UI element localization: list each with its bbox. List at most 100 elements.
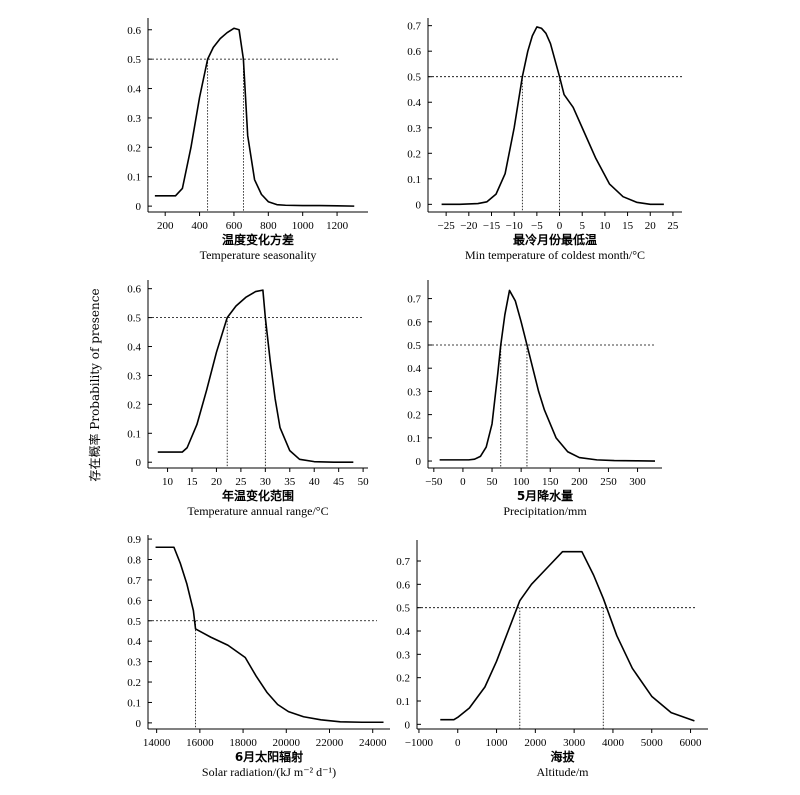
x-tick-label: 22000: [316, 737, 344, 749]
response-curve: [155, 546, 384, 724]
y-tick-label: 0.5: [407, 340, 421, 352]
xlabel-cn-temperature-seasonality: 温度变化方差: [222, 232, 294, 247]
chart-temperature-seasonality: 0 0.1 0.2 0.3 0.4 0.5 0.6 200 400 600 800 1000 1200: [127, 18, 368, 232]
y-tick-label: 0.6: [396, 579, 410, 591]
x-tick-label: −25: [438, 220, 456, 232]
x-tick-label: −20: [460, 220, 478, 232]
x-tick-label: 0: [455, 737, 461, 749]
y-tick-label: 0: [136, 457, 142, 469]
x-tick-label: 10: [599, 220, 611, 232]
x-tick-label: 20000: [273, 737, 301, 749]
y-tick-label: 0.2: [396, 673, 410, 685]
panel-altitude: 0 0.1 0.2 0.3 0.4 0.5 0.6 0.7 −1000 0 1000 2000 3000…: [396, 540, 708, 779]
y-tick-label: 0.7: [407, 294, 421, 306]
xlabel-en-altitude: Altitude/m: [537, 765, 590, 779]
y-tick-label: 0.3: [407, 386, 421, 398]
y-tick-label: 0.9: [127, 534, 141, 546]
x-tick-label: 600: [226, 220, 243, 232]
x-tick-label: 5: [579, 220, 585, 232]
y-tick-label: 0.2: [407, 410, 421, 422]
y-tick-label: 0.1: [407, 174, 421, 186]
xlabel-en-temperature-seasonality: Temperature seasonality: [200, 248, 317, 262]
x-tick-label: 15: [622, 220, 634, 232]
y-tick-label: 0.4: [396, 626, 410, 638]
x-tick-label: 24000: [359, 737, 387, 749]
chart-solar-radiation: 0 0.1 0.2 0.3 0.4 0.5 0.6 0.7 0.8 0.9 14000 16000 18…: [127, 534, 390, 749]
panel-min-temperature: 0 0.1 0.2 0.3 0.4 0.5 0.6 0.7 −25 −20 −15 −10 −5 0 5 10…: [407, 18, 682, 262]
x-tick-label: 1200: [326, 220, 349, 232]
x-tick-label: 30: [260, 476, 272, 488]
y-tick-label: 0.3: [127, 657, 141, 669]
chart-precipitation: 00.10.20.30.40.50.60.7−50 0 50 100 150 200 250…: [407, 280, 662, 488]
x-tick-label: −10: [506, 220, 524, 232]
x-tick-label: 800: [260, 220, 277, 232]
xlabel-en-min-temperature: Min temperature of coldest month/°C: [465, 248, 645, 262]
x-tick-label: 2000: [524, 737, 547, 749]
y-tick-label: 0.5: [127, 313, 141, 325]
x-tick-label: 100: [513, 476, 530, 488]
x-tick-label: 150: [542, 476, 559, 488]
response-curve: [157, 289, 354, 464]
y-tick-label: 0.2: [407, 148, 421, 160]
y-tick-label: 0.6: [127, 25, 141, 37]
x-tick-label: 6000: [680, 737, 703, 749]
y-tick-label: 0.3: [127, 113, 141, 125]
x-tick-label: 0: [460, 476, 466, 488]
y-tick-label: 0.3: [396, 649, 410, 661]
y-tick-label: 0.4: [127, 636, 141, 648]
y-tick-label: 0.3: [127, 370, 141, 382]
shared-ylabel: 存在概率 Probability of presence: [87, 288, 102, 481]
y-tick-label: 0.7: [407, 21, 421, 33]
response-curve: [439, 289, 656, 462]
y-tick-label: 0.5: [396, 603, 410, 615]
x-tick-label: 4000: [602, 737, 625, 749]
chart-altitude: 0 0.1 0.2 0.3 0.4 0.5 0.6 0.7 −1000 0 1000 2000 3000…: [396, 540, 708, 749]
x-tick-label: 15: [187, 476, 199, 488]
y-tick-label: 0: [136, 201, 142, 213]
xlabel-en-precipitation: Precipitation/mm: [503, 504, 587, 518]
y-tick-label: 0.1: [396, 696, 410, 708]
x-tick-label: 14000: [143, 737, 171, 749]
x-tick-label: 18000: [229, 737, 257, 749]
x-tick-label: 1000: [486, 737, 509, 749]
x-tick-label: 10: [162, 476, 174, 488]
y-tick-label: 0.6: [127, 595, 141, 607]
x-tick-label: 200: [157, 220, 174, 232]
y-tick-label: 0.6: [407, 317, 421, 329]
x-tick-label: 400: [191, 220, 208, 232]
y-tick-label: 0.6: [407, 46, 421, 58]
y-tick-label: 0: [405, 719, 411, 731]
xlabel-cn-solar-radiation: 6月太阳辐射: [235, 749, 303, 764]
y-tick-label: 0.1: [407, 433, 421, 445]
x-tick-label: −1000: [405, 737, 434, 749]
y-tick-label: 0.1: [127, 697, 141, 709]
y-tick-label: 0.5: [127, 616, 141, 628]
x-tick-label: 50: [358, 476, 370, 488]
x-tick-label: −15: [483, 220, 501, 232]
y-tick-label: 0: [136, 718, 142, 730]
x-tick-label: 20: [211, 476, 223, 488]
x-tick-label: 25: [235, 476, 247, 488]
y-tick-label: 0.5: [127, 54, 141, 66]
x-tick-label: 35: [284, 476, 296, 488]
y-tick-label: 0.3: [407, 123, 421, 135]
x-tick-label: 50: [487, 476, 499, 488]
y-tick-label: 0.8: [127, 555, 141, 567]
x-tick-label: −50: [425, 476, 443, 488]
y-tick-label: 0.7: [127, 575, 141, 587]
x-tick-label: 300: [629, 476, 646, 488]
panel-precipitation: 00.10.20.30.40.50.60.7−50 0 50 100 150 200 250…: [407, 280, 662, 518]
y-tick-label: 0.5: [407, 72, 421, 84]
y-tick-label: 0.4: [407, 97, 421, 109]
x-tick-label: 40: [309, 476, 321, 488]
chart-temperature-annual-range: 0 0.1 0.2 0.3 0.4 0.5 0.6 10 15 20 25 30 35 40 45 50: [127, 280, 369, 488]
panel-solar-radiation: 0 0.1 0.2 0.3 0.4 0.5 0.6 0.7 0.8 0.9 14000 16000 18…: [127, 534, 390, 779]
x-tick-label: 5000: [641, 737, 664, 749]
y-tick-label: 0.2: [127, 142, 141, 154]
xlabel-en-temperature-annual-range: Temperature annual range/°C: [187, 504, 328, 518]
y-tick-label: 0.1: [127, 172, 141, 184]
y-tick-label: 0.4: [407, 363, 421, 375]
xlabel-cn-min-temperature: 最冷月份最低温: [513, 232, 597, 247]
y-tick-label: 0: [416, 199, 422, 211]
